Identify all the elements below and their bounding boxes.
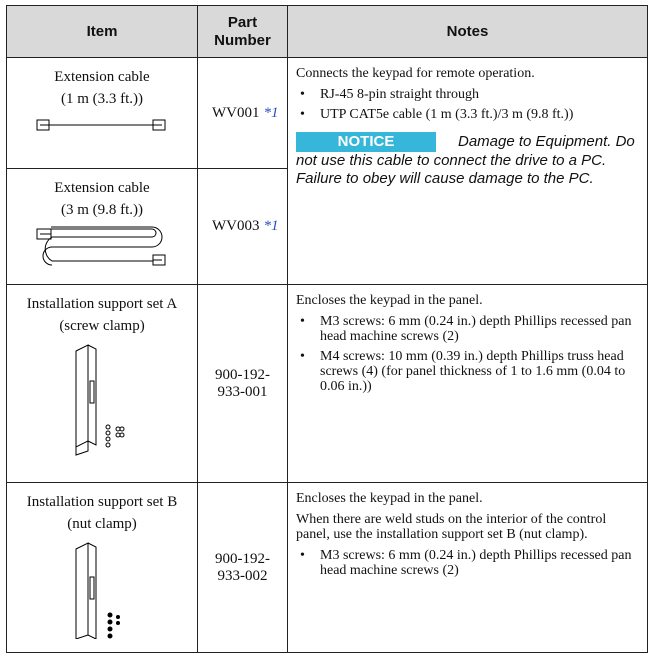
item-name: Installation support set B [26,494,178,510]
item-cell: Extension cable (1 m (3.3 ft.)) [6,57,198,169]
part-cell: 900-192-933-001 [197,284,288,483]
part-number: 900-192-933-001 [215,366,270,400]
note-text: Encloses the keypad in the panel. [296,491,483,506]
item-detail: (1 m (3.3 ft.)) [60,91,144,107]
cable-icon [36,119,166,131]
item-detail: (screw clamp) [59,318,145,334]
note-list: RJ-45 8-pin straight through UTP CAT5e c… [296,87,641,122]
header-row: Item Part Number Notes [6,5,648,58]
footnote-link[interactable]: *1 [263,104,279,121]
part-number: WV001 [212,104,260,121]
row: Extension cable (1 m (3.3 ft.)) WV001 *1 … [6,57,648,285]
row: Installation support set A (screw clamp)… [6,284,648,483]
item-name: Installation support set A [26,296,178,312]
item-detail: (3 m (9.8 ft.)) [60,202,144,218]
item-detail: (nut clamp) [67,516,137,532]
note-list: M3 screws: 6 mm (0.24 in.) depth Phillip… [296,314,641,394]
part-cell: WV003 *1 [197,168,288,285]
notice-label: NOTICE [296,132,436,152]
options-table: Item Part Number Notes Extension cable (… [6,5,648,653]
header-cell: Item [6,5,198,58]
note-bullet: M4 screws: 10 mm (0.39 in.) depth Philli… [296,349,641,394]
part-cell: WV001 *1 [197,57,288,169]
header-cell: Notes [287,5,648,58]
note-text: Connects the keypad for remote operation… [296,66,535,81]
notes-cell: Connects the keypad for remote operation… [287,57,648,285]
bracket-icon [75,344,125,456]
item-cell: Installation support set B (nut clamp) [6,482,198,653]
note-text: Encloses the keypad in the panel. [296,293,483,308]
row: Installation support set B (nut clamp) 9… [6,482,648,653]
note-text: When there are weld studs on the interio… [296,512,607,542]
cable-icon [36,226,166,266]
note-bullet: RJ-45 8-pin straight through [296,87,641,102]
item-cell: Installation support set A (screw clamp) [6,284,198,483]
note-bullet: M3 screws: 6 mm (0.24 in.) depth Phillip… [296,314,641,344]
row: Extension cable (3 m (9.8 ft.)) WV003 *1 [6,168,648,285]
part-cell: 900-192-933-002 [197,482,288,653]
item-name: Extension cable [54,180,150,196]
notes-cell: Encloses the keypad in the panel. When t… [287,482,648,653]
notice-text: Damage to Equipment. Do not use this cab… [296,133,635,187]
notice: NOTICE Damage to Equipment. Do not use th… [296,132,641,188]
bracket-icon [75,542,120,639]
footnote-link[interactable]: *1 [263,218,279,234]
notes-cell: Encloses the keypad in the panel. M3 scr… [287,284,648,483]
item-name: Extension cable [54,69,150,85]
note-list: M3 screws: 6 mm (0.24 in.) depth Phillip… [296,548,641,578]
note-bullet: UTP CAT5e cable (1 m (3.3 ft.)/3 m (9.8 … [296,107,641,122]
item-cell: Extension cable (3 m (9.8 ft.)) [6,168,198,285]
header-cell: Part Number [197,5,288,58]
note-bullet: M3 screws: 6 mm (0.24 in.) depth Phillip… [296,548,641,578]
part-number: 900-192-933-002 [215,550,270,584]
part-number: WV003 [212,218,260,234]
